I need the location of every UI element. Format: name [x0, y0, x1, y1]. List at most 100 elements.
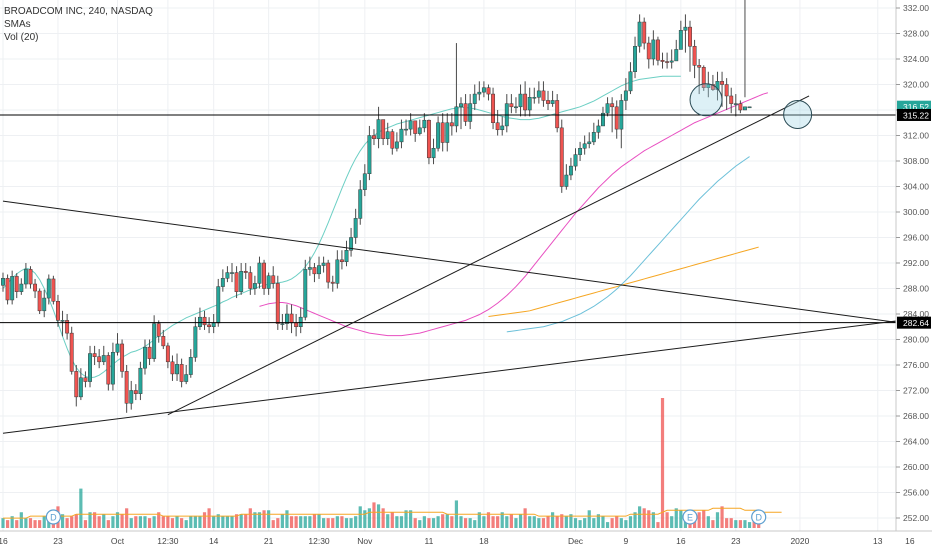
candle-body — [472, 93, 477, 104]
candle-body — [710, 84, 715, 90]
candle-body — [591, 132, 596, 143]
candle-body — [601, 112, 605, 127]
candle-body — [330, 281, 335, 284]
candle-body — [60, 320, 65, 322]
candle-body — [202, 316, 207, 326]
sma-fast-line — [2, 75, 681, 379]
price-label-text: 282.64 — [903, 318, 929, 328]
volume-bar — [74, 514, 78, 528]
volume-bar — [711, 520, 715, 528]
volume-bar — [331, 518, 335, 528]
volume-bar — [390, 512, 394, 528]
candle-body — [239, 271, 244, 292]
candle-body — [367, 135, 372, 174]
candle-body — [729, 95, 734, 104]
volume-bar — [413, 518, 417, 528]
volume-bar — [367, 508, 371, 528]
candle-body — [92, 353, 97, 357]
time-tick-label: 9 — [624, 536, 629, 546]
candle-body — [56, 301, 60, 321]
volume-bar — [15, 520, 19, 528]
volume-bar — [468, 518, 472, 528]
time-tick-label: Oct — [111, 536, 125, 546]
candle-body — [133, 390, 138, 394]
volume-bar — [674, 508, 678, 528]
volume-bar — [285, 510, 289, 528]
candle-body — [743, 106, 747, 111]
candle-body — [509, 103, 514, 108]
volume-bar — [170, 518, 175, 528]
candle-body — [426, 119, 431, 159]
volume-bar — [83, 520, 88, 528]
indicator-smas[interactable]: SMAs — [4, 19, 31, 30]
price-tick-label: 292.00 — [903, 258, 929, 268]
candle-body — [220, 278, 225, 287]
volume-bar — [184, 520, 188, 528]
volume-bar — [216, 514, 220, 528]
candle-body — [541, 90, 546, 101]
indicator-volume[interactable]: Vol (20) — [4, 32, 39, 43]
candle-body — [248, 272, 253, 289]
candle-body — [143, 346, 147, 369]
price-tick-label: 280.00 — [903, 335, 929, 345]
candle-body — [184, 374, 189, 382]
volume-bar — [660, 398, 665, 528]
volume-bar — [166, 516, 170, 528]
candle-body — [587, 141, 592, 145]
volume-bar — [404, 510, 408, 528]
candle-body — [216, 286, 221, 324]
candle-body — [307, 267, 312, 270]
volume-bar — [638, 506, 642, 528]
candle-body — [568, 165, 573, 176]
candle-body — [5, 278, 10, 301]
volume-bar — [322, 518, 326, 528]
candle-body — [559, 127, 564, 187]
candle-body — [715, 81, 720, 90]
trend-line — [167, 95, 810, 416]
volume-bar — [129, 518, 133, 528]
candle-body — [385, 131, 390, 139]
price-axis[interactable]: 332.00328.00324.00320.00316.00312.00308.… — [895, 0, 932, 550]
volume-bar — [106, 520, 110, 528]
volume-bar — [221, 516, 225, 528]
candle-body — [10, 276, 15, 301]
volume-bar — [289, 516, 294, 528]
candle-body — [706, 84, 711, 88]
volume-bar — [651, 512, 655, 528]
candle-body — [523, 93, 528, 111]
volume-bar — [706, 516, 710, 528]
volume-bar — [244, 514, 248, 528]
volume-bar — [450, 516, 454, 528]
volume-bar — [757, 522, 761, 528]
event-marker-circle — [751, 509, 767, 525]
trend-line — [2, 200, 901, 324]
candle-body — [578, 148, 583, 155]
event-marker[interactable]: D — [45, 509, 61, 525]
candle-body — [665, 61, 670, 63]
candle-body — [188, 357, 193, 375]
volume-bar — [102, 514, 106, 528]
candle-body — [527, 97, 532, 111]
candle-body — [408, 120, 413, 130]
symbol-title[interactable]: BROADCOM INC, 240, NASDAQ — [4, 6, 153, 17]
candle-body — [51, 278, 56, 302]
price-tick-label: 284.00 — [903, 309, 929, 319]
volume-bar — [573, 518, 578, 528]
event-marker[interactable]: E — [682, 509, 698, 525]
volume-bar — [120, 514, 124, 528]
candle-body — [642, 21, 647, 44]
candle-body — [555, 100, 560, 129]
candle-body — [138, 367, 143, 394]
candle-body — [477, 91, 482, 95]
volume-bar — [42, 516, 46, 528]
volume-bar — [418, 520, 422, 528]
time-axis[interactable]: 16 23 Oct 12:30 14 21 12:30 Nov 11 18 Dec 9 16 23 2020… — [0, 530, 932, 546]
candle-body — [120, 343, 125, 372]
volume-bar — [647, 510, 651, 528]
candle-body — [614, 106, 619, 130]
volume-bar — [60, 514, 65, 528]
volume-bar — [482, 516, 486, 528]
candle-body — [19, 283, 24, 292]
event-marker[interactable]: D — [751, 509, 767, 525]
